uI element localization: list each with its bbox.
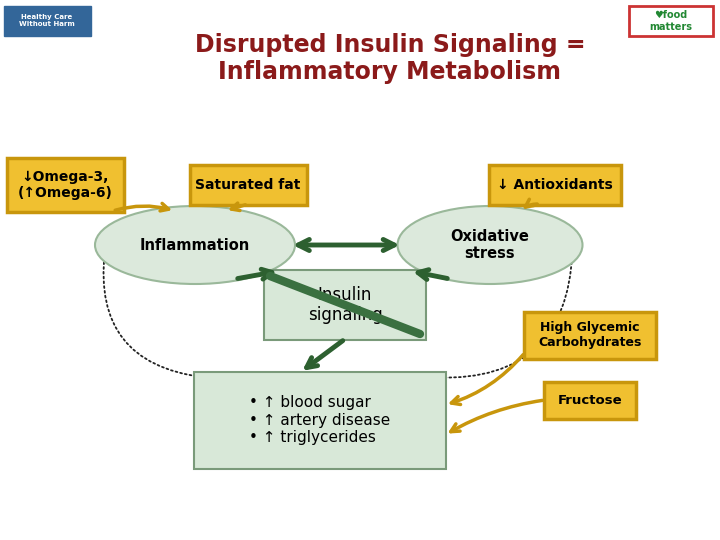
FancyArrowPatch shape — [526, 199, 537, 207]
FancyBboxPatch shape — [629, 6, 713, 36]
FancyBboxPatch shape — [544, 381, 636, 418]
Text: • ↑ blood sugar
• ↑ artery disease
• ↑ triglycerides: • ↑ blood sugar • ↑ artery disease • ↑ t… — [249, 395, 391, 445]
Ellipse shape — [397, 206, 582, 284]
Text: Saturated fat: Saturated fat — [195, 178, 301, 192]
Text: ↓Omega-3,
(↑Omega-6): ↓Omega-3, (↑Omega-6) — [17, 170, 112, 200]
FancyArrowPatch shape — [451, 355, 523, 404]
FancyArrowPatch shape — [451, 400, 542, 431]
Text: Inflammation: Inflammation — [140, 238, 250, 253]
Text: ♥food
matters: ♥food matters — [649, 10, 693, 32]
FancyBboxPatch shape — [4, 6, 91, 36]
Text: Disrupted Insulin Signaling =: Disrupted Insulin Signaling = — [194, 33, 585, 57]
FancyBboxPatch shape — [194, 372, 446, 469]
FancyBboxPatch shape — [6, 158, 124, 212]
FancyArrowPatch shape — [104, 253, 202, 377]
Text: Fructose: Fructose — [558, 394, 622, 407]
Ellipse shape — [95, 206, 295, 284]
FancyArrowPatch shape — [231, 203, 246, 211]
Text: Inflammatory Metabolism: Inflammatory Metabolism — [218, 60, 562, 84]
FancyBboxPatch shape — [189, 165, 307, 205]
Text: High Glycemic
Carbohydrates: High Glycemic Carbohydrates — [539, 321, 642, 349]
FancyArrowPatch shape — [438, 253, 572, 377]
FancyBboxPatch shape — [524, 312, 656, 359]
Text: Insulin
signaling: Insulin signaling — [307, 286, 382, 325]
FancyArrowPatch shape — [115, 204, 168, 211]
Text: Oxidative
stress: Oxidative stress — [451, 229, 529, 261]
Text: Healthy Care
Without Harm: Healthy Care Without Harm — [19, 15, 75, 28]
FancyBboxPatch shape — [264, 270, 426, 340]
FancyBboxPatch shape — [489, 165, 621, 205]
Text: ↓ Antioxidants: ↓ Antioxidants — [497, 178, 613, 192]
